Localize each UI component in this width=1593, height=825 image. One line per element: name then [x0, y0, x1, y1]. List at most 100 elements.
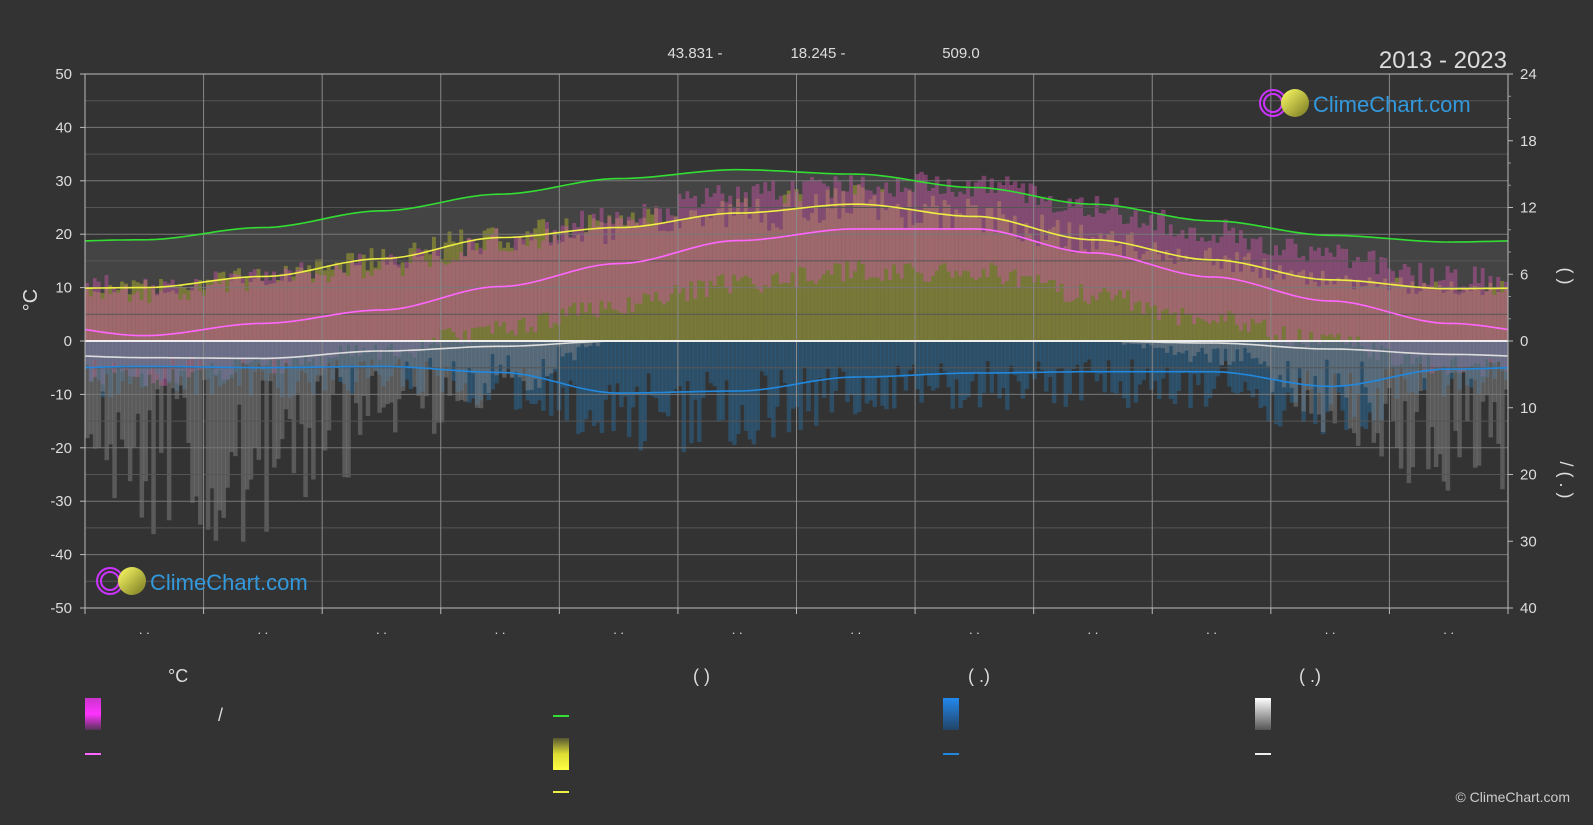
snow-bar	[1410, 341, 1416, 468]
temperature-band	[841, 190, 846, 282]
temperature-band	[1437, 280, 1443, 370]
temperature-line-point	[1447, 322, 1450, 325]
rain-line-point	[854, 376, 857, 378]
temperature-band	[658, 208, 663, 301]
sunshine-band	[283, 265, 289, 341]
snow-bar	[1379, 341, 1384, 457]
sunshine-band	[584, 232, 589, 341]
snow-bar	[108, 341, 113, 445]
sunshine-band	[1016, 239, 1022, 341]
sunshine-band	[1379, 284, 1384, 341]
snow-bar	[1398, 341, 1404, 469]
sunshine-band	[190, 290, 195, 341]
sunshine-band	[1301, 270, 1306, 341]
sunshine-line-point	[262, 275, 264, 278]
sunshine-band	[837, 218, 842, 341]
temperature-band	[864, 189, 870, 280]
sunshine-band	[1391, 282, 1396, 341]
snow-bar	[1305, 341, 1310, 391]
snow-bar	[490, 341, 495, 355]
rain-bar	[1289, 341, 1295, 403]
temperature-band	[1270, 255, 1275, 342]
temperature-band	[354, 263, 359, 345]
snow-bar	[186, 341, 191, 443]
rain-bar	[291, 341, 297, 396]
right-top-axis-label: ( )	[1556, 268, 1576, 285]
sunshine-band	[966, 198, 971, 341]
snow-bar	[213, 341, 219, 541]
sunshine-band	[447, 231, 453, 341]
temperature-band	[459, 252, 464, 344]
snow-bar	[389, 341, 394, 403]
longitude-text: 18.245 -	[790, 45, 845, 62]
temperature-band	[1344, 248, 1349, 345]
brand-logo-bottom[interactable]: ClimeChart.com	[96, 567, 308, 595]
snow-bar	[1422, 341, 1427, 378]
sunshine-band	[759, 222, 764, 341]
sunshine-band	[506, 242, 511, 341]
temperature-band	[1153, 230, 1158, 306]
rain-bar	[599, 341, 605, 433]
sunshine-band	[872, 195, 878, 341]
rain-bar	[1176, 341, 1182, 392]
rain-bar	[521, 341, 527, 368]
snow-bar	[326, 341, 332, 431]
sunshine-band	[131, 280, 137, 341]
rain-bar	[845, 341, 850, 403]
rain-bar	[1090, 341, 1096, 373]
sunshine-band	[155, 295, 160, 341]
temperature-band	[1410, 275, 1416, 365]
brand-logo-top[interactable]: ClimeChart.com	[1259, 89, 1471, 117]
rain-bar	[143, 341, 148, 387]
temperature-band	[357, 253, 363, 356]
rain-bar	[821, 341, 827, 398]
temperature-band	[1328, 252, 1334, 335]
temperature-line-point	[1092, 252, 1094, 254]
snow-bar	[143, 341, 148, 482]
rain-bar	[392, 341, 398, 365]
right-top-tick-label: 6	[1520, 266, 1528, 283]
rain-bar	[1367, 341, 1373, 413]
sunshine-line-point	[1092, 238, 1094, 241]
snow-bar	[1465, 341, 1470, 422]
rain-bar	[736, 341, 741, 435]
snow-bar	[276, 341, 281, 459]
rain-bar	[1188, 341, 1193, 409]
sunshine-band	[923, 203, 928, 341]
rain-bar	[1332, 341, 1338, 374]
sunshine-band	[330, 269, 336, 341]
temperature-band	[1250, 238, 1256, 319]
rain-line-point	[380, 365, 383, 368]
rain-bar	[428, 341, 433, 369]
rain-bar	[888, 341, 893, 376]
sunshine-band	[1090, 237, 1096, 341]
rain-bar	[330, 341, 336, 381]
rain-bar	[1445, 341, 1451, 386]
legend-swatch-snow	[1255, 698, 1271, 730]
sunshine-band	[92, 291, 98, 341]
temperature-band	[1044, 201, 1049, 283]
temperature-band	[1246, 249, 1252, 332]
temperature-band	[506, 251, 511, 333]
temperature-band	[127, 301, 133, 377]
rain-bar	[545, 341, 550, 378]
snow-line-point	[1447, 353, 1450, 356]
daylight-line-point	[736, 168, 739, 171]
sunshine-band	[716, 208, 722, 341]
sunshine-band	[1488, 282, 1494, 341]
snow-bar	[1172, 341, 1178, 355]
rain-bar	[607, 341, 612, 385]
rain-bar	[225, 341, 230, 381]
sunshine-band	[572, 238, 577, 341]
rain-bar	[1012, 341, 1018, 376]
temperature-band	[829, 197, 835, 275]
sunshine-band	[244, 276, 250, 341]
rain-bar	[307, 341, 312, 383]
sunshine-band	[630, 212, 636, 341]
snow-bar	[104, 341, 109, 461]
rain-bar	[439, 341, 445, 393]
daylight-band	[155, 239, 160, 341]
rain-bar	[817, 341, 823, 379]
rain-bar	[279, 341, 285, 398]
snow-bar	[350, 341, 355, 366]
